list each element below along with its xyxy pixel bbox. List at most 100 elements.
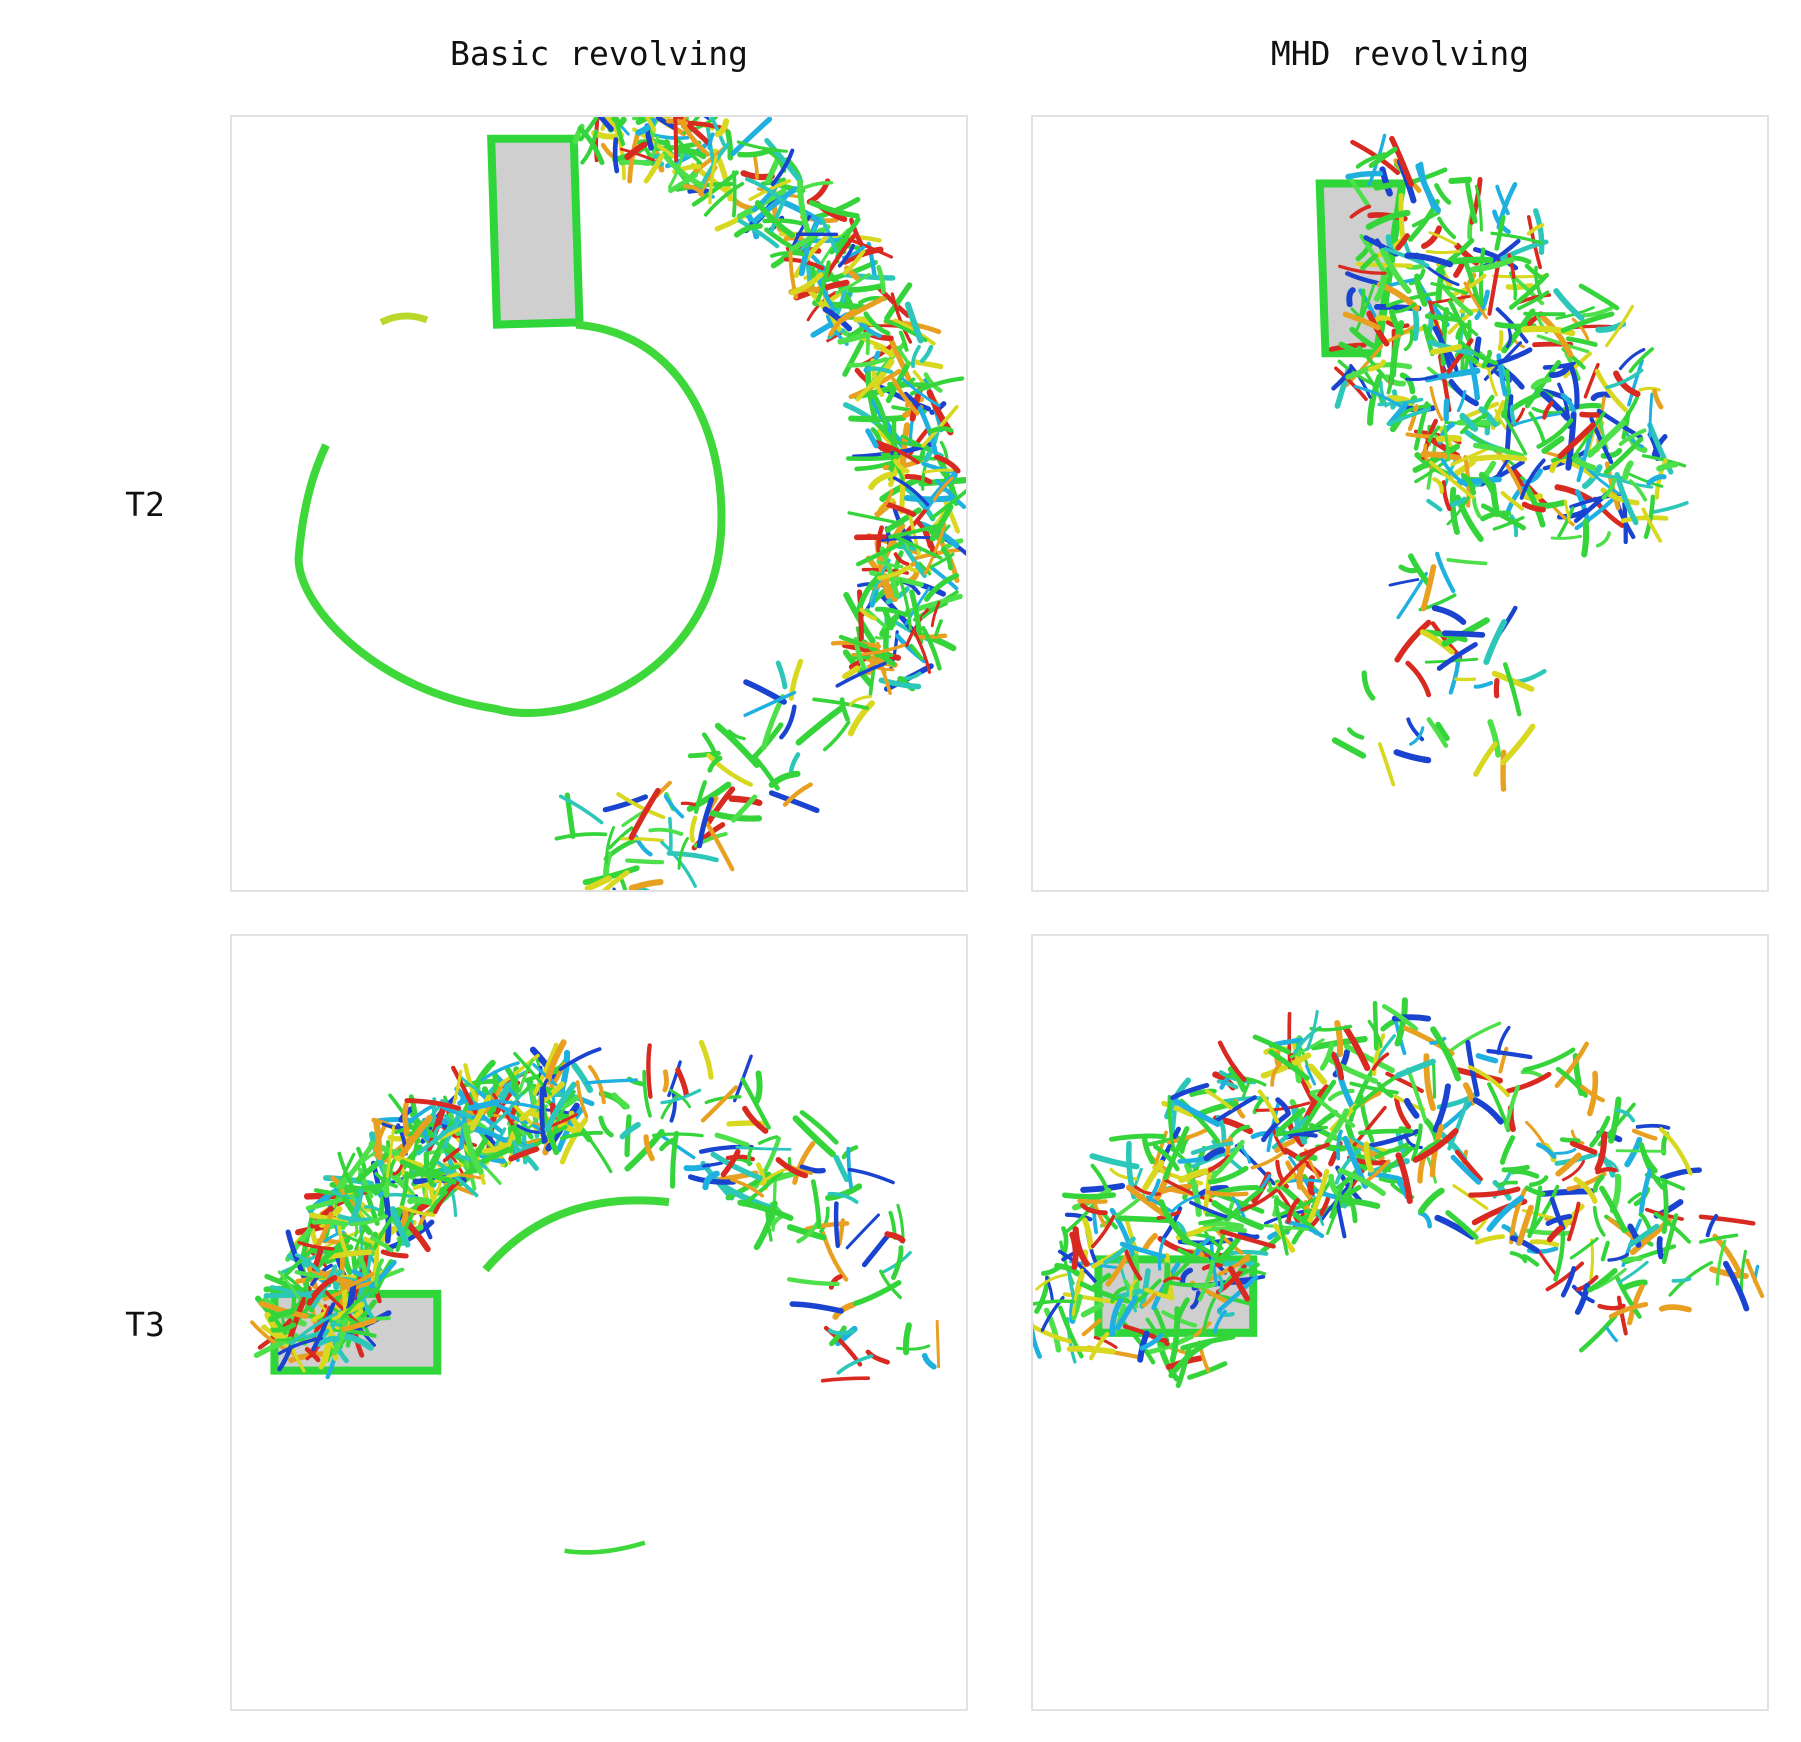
vortex xyxy=(1331,365,1355,391)
vortex xyxy=(1480,510,1512,522)
vortex xyxy=(1500,749,1507,792)
vortex xyxy=(1337,1167,1386,1197)
vortex xyxy=(1285,1160,1312,1200)
vortex xyxy=(714,118,730,138)
vortex xyxy=(1579,411,1605,418)
vortex xyxy=(815,260,831,303)
vortex xyxy=(1643,494,1656,540)
vortex xyxy=(1613,370,1641,398)
vortex xyxy=(335,1207,349,1255)
vortex xyxy=(1123,1245,1143,1281)
vortex xyxy=(1627,1192,1643,1204)
vortex xyxy=(1490,231,1544,245)
vortex xyxy=(770,148,795,187)
vortex xyxy=(354,1226,367,1252)
vortex xyxy=(508,1146,540,1162)
vortex xyxy=(1467,1065,1511,1098)
vortex xyxy=(917,561,932,576)
vortex xyxy=(1145,1334,1194,1355)
vortex xyxy=(1252,1097,1265,1115)
vortex xyxy=(1560,1266,1577,1298)
vortex xyxy=(736,140,788,153)
vortex-render xyxy=(1315,133,1689,792)
vortex xyxy=(861,1232,891,1268)
vortex xyxy=(669,1092,677,1123)
vortex xyxy=(1304,1064,1316,1086)
vortex xyxy=(1082,1217,1094,1250)
vortex xyxy=(1428,460,1475,500)
vortex xyxy=(916,633,948,640)
vortex xyxy=(554,832,608,841)
blade xyxy=(487,134,584,329)
vortex xyxy=(1510,1168,1540,1179)
panel xyxy=(230,934,968,1711)
vortex xyxy=(1163,1276,1182,1283)
vortex xyxy=(1203,1147,1226,1162)
vortex xyxy=(1638,1142,1658,1174)
vortex xyxy=(1398,192,1406,244)
vortex xyxy=(1668,1260,1714,1297)
vortex xyxy=(1448,654,1461,695)
vortex xyxy=(1286,1197,1301,1224)
vortex xyxy=(1410,1123,1423,1162)
vortex xyxy=(834,272,871,295)
vortex xyxy=(394,1122,434,1135)
vortex xyxy=(1474,1234,1506,1245)
vortex xyxy=(1563,499,1571,523)
vortex xyxy=(1360,253,1379,271)
vortex xyxy=(753,156,759,180)
vortex xyxy=(513,1051,553,1096)
vortex xyxy=(1219,1229,1276,1249)
vortex xyxy=(1448,176,1473,185)
vortex xyxy=(848,695,872,707)
vortex xyxy=(1366,310,1390,347)
vortex xyxy=(762,218,805,226)
vortex xyxy=(729,1177,765,1198)
vortex xyxy=(880,535,932,542)
vortex xyxy=(1528,411,1546,443)
vortex xyxy=(1417,1139,1443,1157)
vortex xyxy=(704,820,735,872)
vortex xyxy=(701,1161,724,1168)
vortex xyxy=(1527,1185,1543,1239)
vortex xyxy=(1336,1129,1343,1161)
vortex xyxy=(635,117,656,125)
vortex xyxy=(1445,1210,1479,1240)
vortex xyxy=(1214,1095,1257,1123)
vortex xyxy=(837,243,855,268)
vortex xyxy=(1420,564,1437,612)
vortex xyxy=(702,1170,720,1191)
vortex xyxy=(539,1086,547,1144)
vortex xyxy=(323,1230,345,1243)
vortex xyxy=(631,117,651,121)
vortex xyxy=(1339,1197,1381,1209)
vortex xyxy=(1589,1238,1595,1281)
vortex xyxy=(1190,1141,1234,1155)
vortex xyxy=(1207,1165,1249,1185)
vortex xyxy=(796,1221,820,1244)
vortex xyxy=(389,1206,411,1248)
vortex xyxy=(679,120,710,157)
vortex xyxy=(893,458,910,474)
vortex xyxy=(1528,1175,1549,1188)
vortex xyxy=(1574,495,1617,531)
vortex xyxy=(1605,304,1634,348)
vortex xyxy=(1745,1258,1765,1299)
vortex xyxy=(1189,1200,1228,1219)
vortex xyxy=(558,1047,602,1072)
vortex xyxy=(399,1205,436,1217)
vortex xyxy=(866,366,894,375)
vortex xyxy=(859,607,878,621)
vortex xyxy=(1468,358,1481,401)
vortex xyxy=(1659,1167,1702,1181)
vortex xyxy=(1033,1323,1073,1344)
vortex xyxy=(1296,1162,1307,1190)
vortex xyxy=(315,1211,334,1249)
vortex xyxy=(262,1324,289,1340)
vortex xyxy=(1497,330,1504,351)
vortex xyxy=(804,1221,850,1232)
vortex xyxy=(837,296,886,324)
vortex xyxy=(810,1179,822,1230)
vortex xyxy=(898,330,909,352)
vortex xyxy=(1436,641,1478,671)
